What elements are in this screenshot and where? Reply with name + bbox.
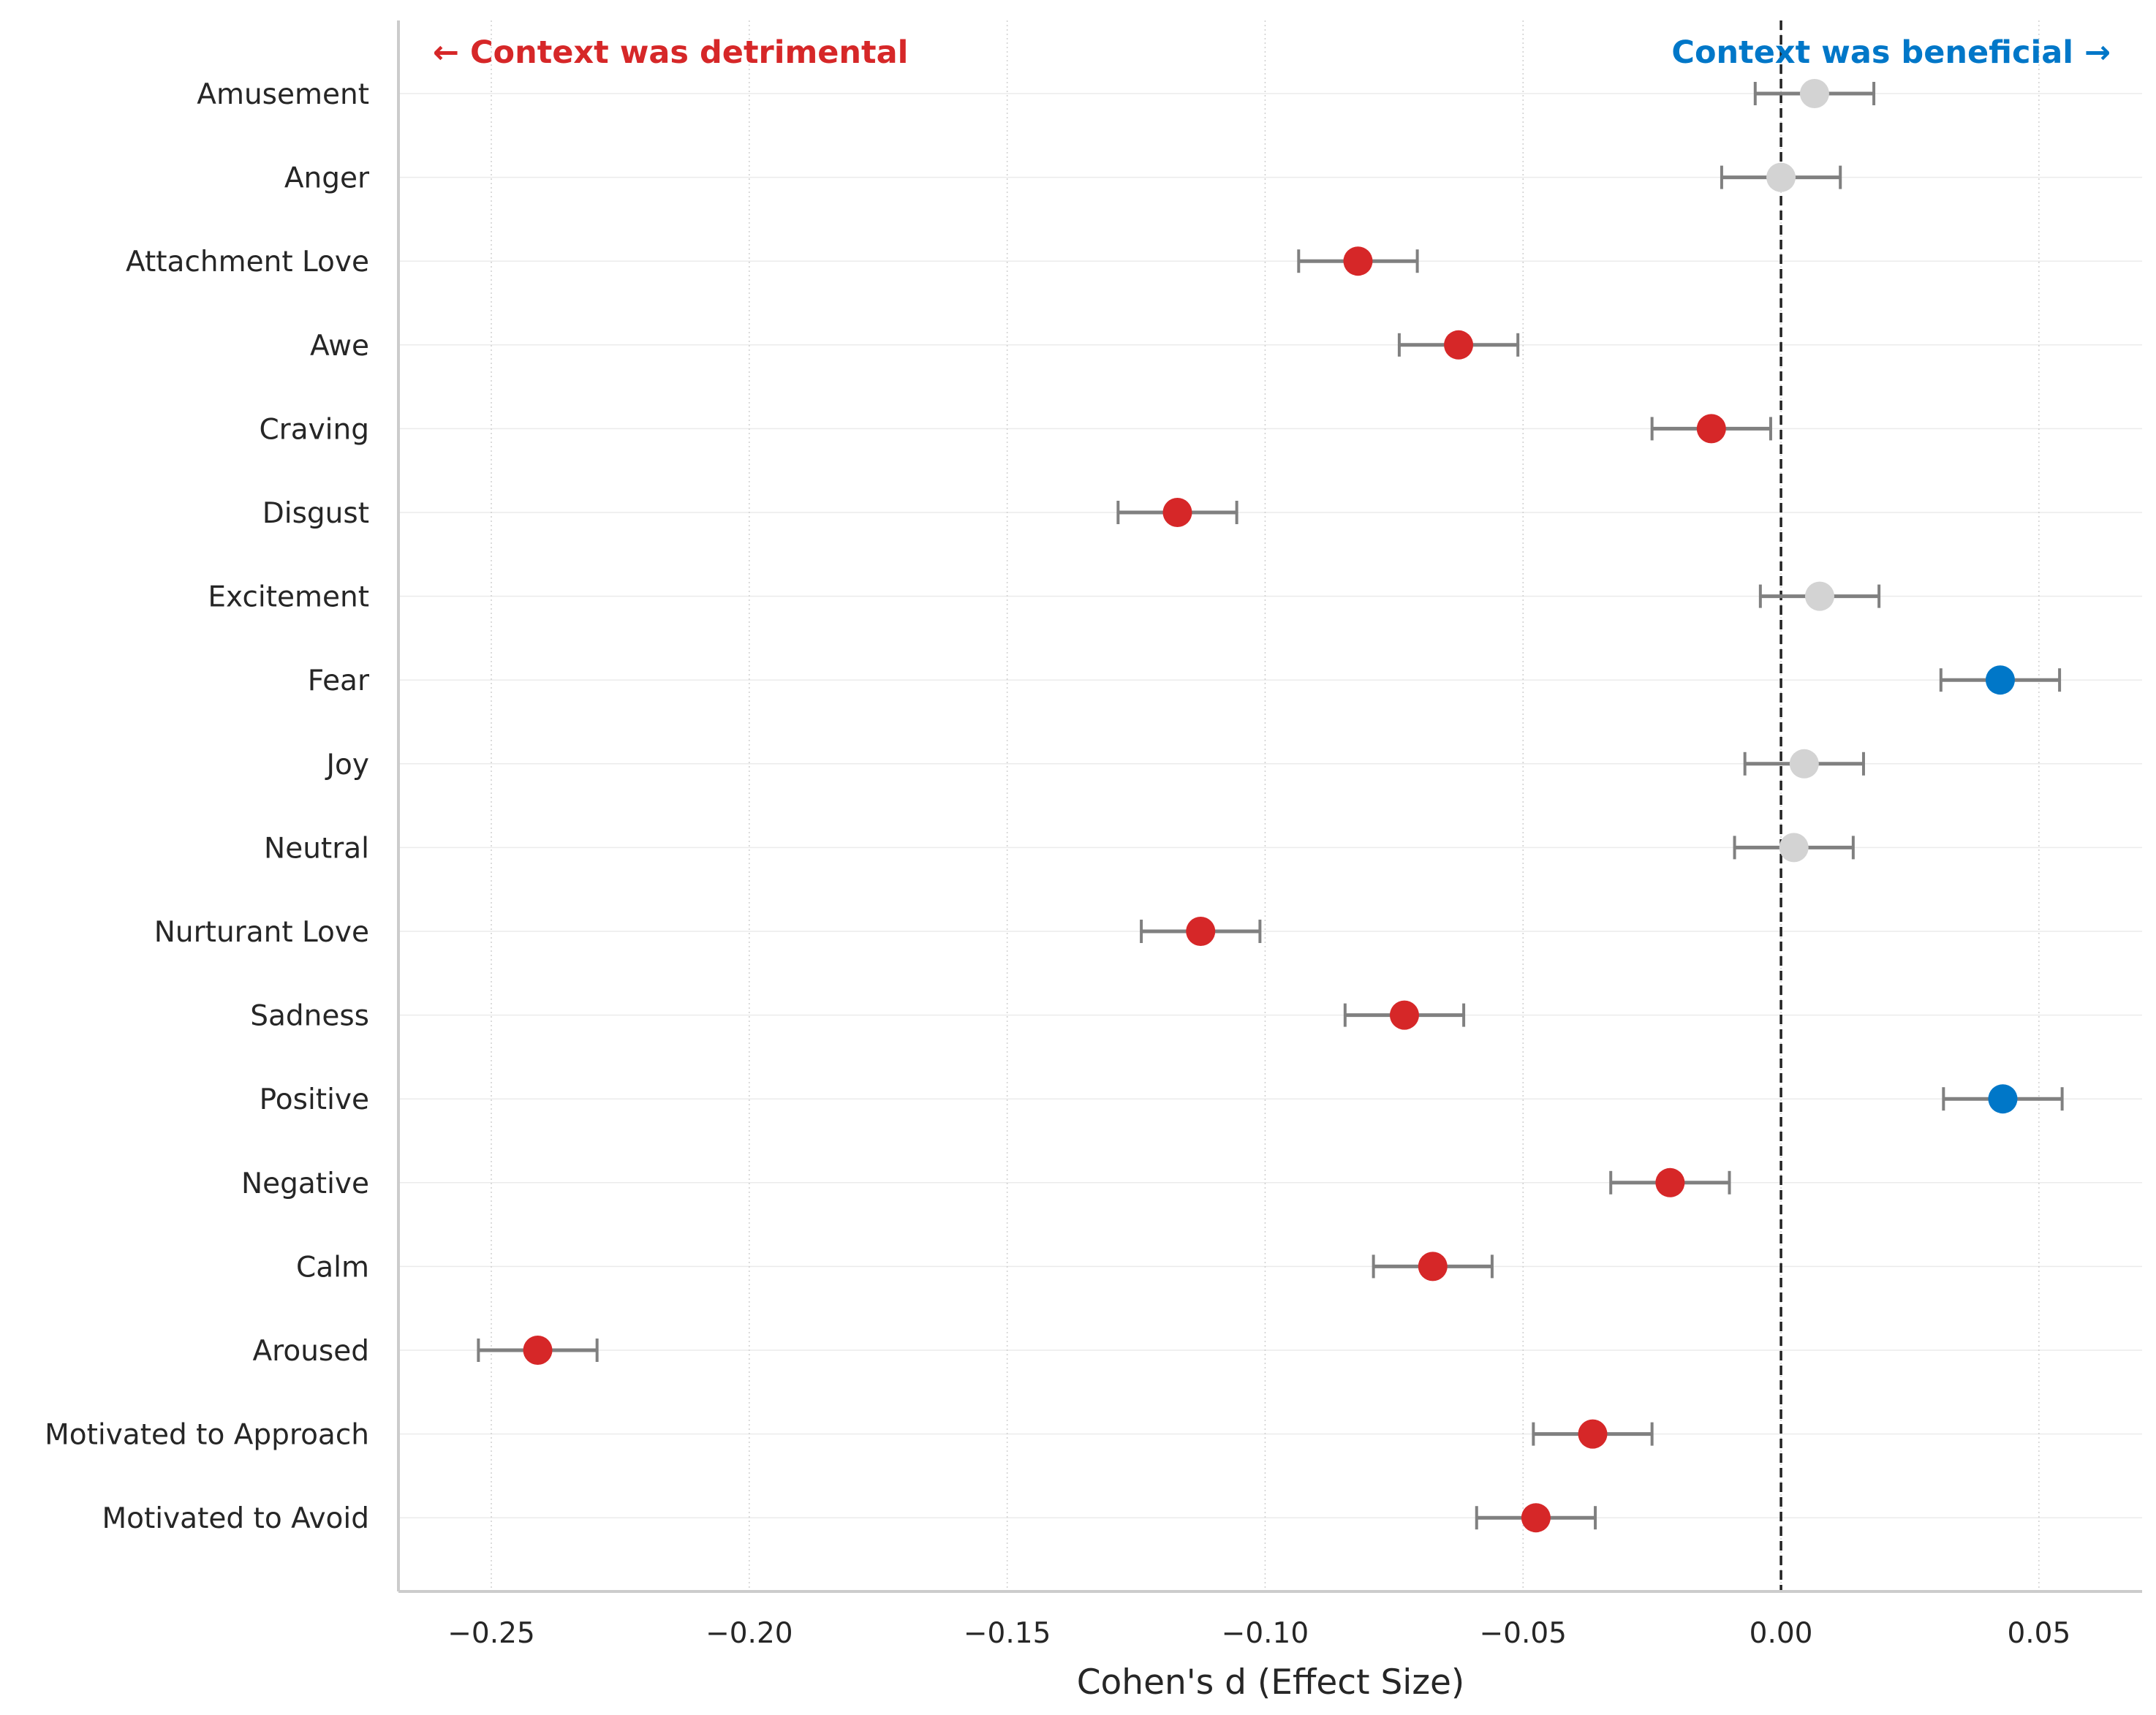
effect-size-point bbox=[1343, 246, 1373, 276]
y-category-label: Nurturant Love bbox=[154, 916, 369, 949]
effect-size-point bbox=[1162, 498, 1192, 527]
effect-size-point bbox=[1655, 1167, 1685, 1197]
effect-size-point bbox=[1985, 665, 2015, 695]
y-category-label: Anger bbox=[284, 162, 370, 195]
y-category-label: Excitement bbox=[208, 581, 369, 614]
effect-size-point bbox=[1766, 162, 1796, 192]
x-tick-label: −0.05 bbox=[1479, 1617, 1567, 1650]
effect-size-point bbox=[1696, 414, 1726, 444]
y-category-label: Neutral bbox=[264, 832, 369, 865]
y-category-label: Disgust bbox=[262, 497, 369, 530]
y-category-label: Negative bbox=[241, 1167, 369, 1200]
effect-size-point bbox=[1789, 749, 1819, 779]
effect-size-point bbox=[1799, 79, 1829, 108]
grid-lines bbox=[398, 20, 2142, 1591]
y-category-label: Positive bbox=[260, 1083, 369, 1116]
x-tick-label: 0.00 bbox=[1750, 1617, 1813, 1650]
effect-size-point bbox=[1804, 581, 1834, 611]
x-tick-label: −0.25 bbox=[447, 1617, 535, 1650]
effect-size-point bbox=[1578, 1419, 1608, 1449]
axis-labels: −0.25 −0.20 −0.15 −0.10 −0.05 0.00 0.05 Amuseme… bbox=[45, 78, 2070, 1650]
x-tick-label: −0.15 bbox=[964, 1617, 1051, 1650]
effect-size-point bbox=[1186, 917, 1216, 946]
x-axis-label: Cohen's d (Effect Size) bbox=[1077, 1662, 1465, 1703]
y-category-label: Awe bbox=[310, 330, 369, 363]
y-category-label: Aroused bbox=[252, 1335, 369, 1368]
y-category-label: Craving bbox=[259, 413, 369, 446]
effect-size-point bbox=[1444, 330, 1474, 360]
effect-size-point bbox=[1418, 1252, 1448, 1281]
x-tick-label: −0.10 bbox=[1222, 1617, 1309, 1650]
effect-size-point bbox=[1779, 833, 1809, 863]
y-category-label: Joy bbox=[325, 749, 369, 781]
axes bbox=[397, 20, 2142, 1593]
y-category-label: Motivated to Approach bbox=[45, 1419, 369, 1452]
x-tick-label: 0.05 bbox=[2007, 1617, 2070, 1650]
annotation-beneficial: Context was beneficial → bbox=[1671, 34, 2111, 71]
y-category-label: Sadness bbox=[250, 1000, 369, 1033]
y-category-label: Amusement bbox=[197, 78, 369, 111]
effect-size-point bbox=[1389, 1000, 1419, 1030]
effect-size-point bbox=[1521, 1503, 1551, 1533]
y-category-label: Fear bbox=[308, 665, 370, 697]
y-category-label: Motivated to Avoid bbox=[102, 1502, 369, 1535]
annotation-detrimental: ← Context was detrimental bbox=[433, 34, 908, 71]
x-tick-label: −0.20 bbox=[706, 1617, 793, 1650]
data-marks bbox=[477, 79, 2064, 1533]
effect-size-point bbox=[523, 1336, 553, 1365]
y-category-label: Calm bbox=[296, 1251, 369, 1284]
effect-size-point bbox=[1988, 1084, 2018, 1114]
y-category-label: Attachment Love bbox=[126, 246, 369, 279]
